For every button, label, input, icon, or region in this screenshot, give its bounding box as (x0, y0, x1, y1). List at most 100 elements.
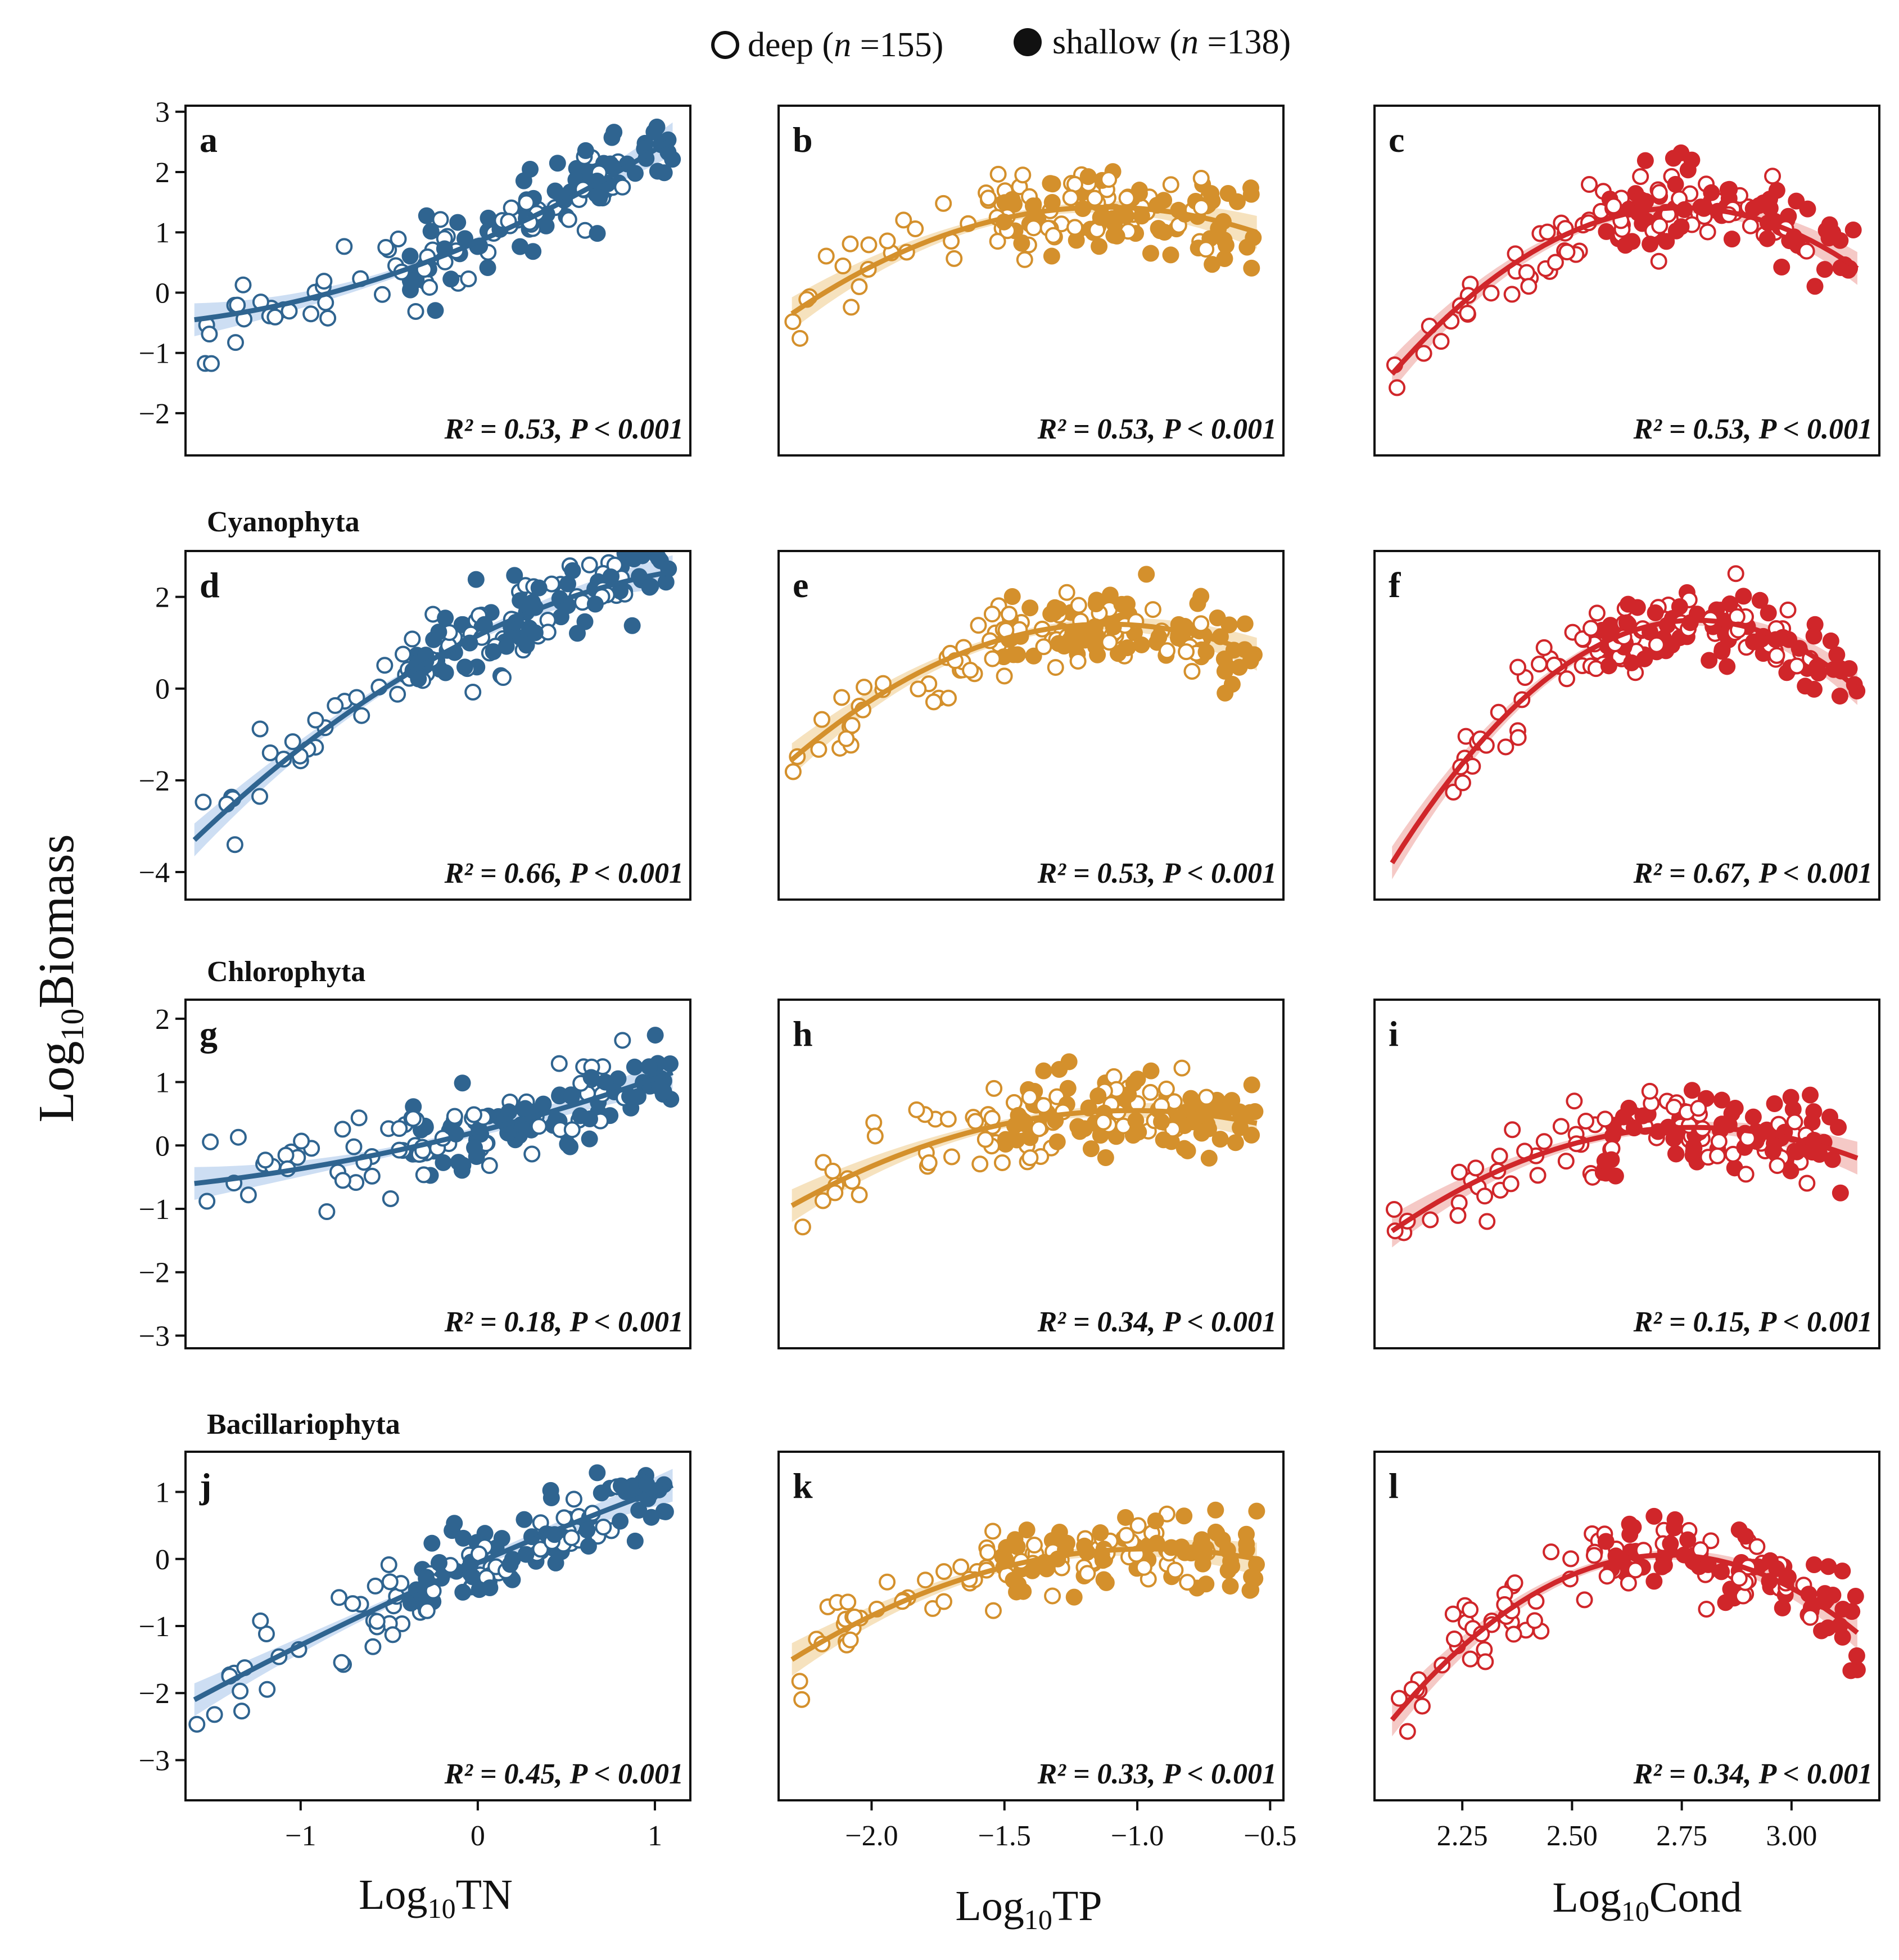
point-shallow (1042, 175, 1059, 192)
point-shallow (655, 1083, 672, 1100)
point-shallow (626, 165, 644, 182)
point-shallow (1805, 627, 1823, 645)
point-shallow (498, 638, 515, 655)
stat-annotation: R² = 0.53, P < 0.001 (444, 413, 684, 445)
point-shallow (1656, 1556, 1673, 1574)
y-tick-label: 1 (155, 1477, 170, 1509)
point-deep (1454, 774, 1471, 792)
point-deep (1543, 1543, 1560, 1561)
point-shallow (1087, 595, 1105, 612)
panel-d: −4 −2 0 2 d R² = 0.66, P < 0.001 (139, 550, 691, 901)
x-tick-label: 2.75 (1656, 1820, 1707, 1852)
point-deep (465, 1106, 482, 1123)
point-shallow (1834, 1628, 1851, 1646)
point-deep (1558, 243, 1576, 261)
point-shallow (1642, 236, 1659, 253)
point-shallow (518, 636, 535, 654)
point-shallow (1672, 218, 1690, 236)
stat-annotation: R² = 0.53, P < 0.001 (1037, 857, 1277, 889)
point-shallow (1828, 646, 1846, 663)
point-deep (793, 1691, 811, 1708)
point-shallow (1092, 209, 1109, 226)
point-deep (1173, 1059, 1191, 1077)
point-deep (1444, 1605, 1462, 1623)
point-deep (206, 1706, 223, 1723)
plot-area (194, 118, 681, 372)
point-shallow (661, 1055, 679, 1073)
point-shallow (1723, 231, 1740, 248)
point-shallow (501, 1556, 519, 1573)
point-shallow (1089, 1087, 1107, 1105)
point-shallow (577, 142, 594, 159)
point-shallow (1106, 215, 1123, 233)
scatter-points (188, 1464, 674, 1733)
y-tick-label: 0 (155, 1130, 170, 1162)
y-tick-label: −1 (139, 338, 170, 370)
point-shallow (1665, 150, 1682, 167)
point-shallow (589, 225, 606, 242)
point-deep (1021, 1089, 1038, 1106)
point-deep (784, 763, 802, 780)
point-deep (1641, 1082, 1658, 1100)
point-deep (481, 1157, 498, 1175)
point-shallow (423, 1534, 441, 1552)
point-shallow (422, 223, 440, 240)
point-deep (1142, 1083, 1159, 1101)
point-shallow (1138, 566, 1155, 583)
point-shallow (1232, 1119, 1249, 1136)
point-deep (925, 693, 942, 711)
y-tick-label: −3 (139, 1745, 170, 1777)
y-tick-label: −4 (139, 857, 170, 889)
point-deep (1399, 1723, 1416, 1740)
point-deep (1581, 176, 1598, 193)
plot-frame (1373, 550, 1880, 901)
scatter-points (791, 1501, 1265, 1708)
point-shallow (1175, 1140, 1193, 1157)
point-shallow (1744, 1108, 1762, 1126)
point-deep (432, 211, 449, 228)
point-shallow (1003, 588, 1021, 605)
point-shallow (1231, 1103, 1249, 1121)
panel-f: f R² = 0.67, P < 0.001 (1373, 550, 1880, 901)
x-tick-label: 2.50 (1547, 1820, 1598, 1852)
y-tick-label: −2 (139, 398, 170, 430)
point-shallow (1816, 261, 1833, 278)
panel-b: b R² = 0.53, P < 0.001 (777, 105, 1285, 457)
y-tick-label: 2 (155, 157, 170, 189)
point-shallow (1600, 657, 1617, 675)
point-deep (791, 1673, 808, 1690)
panel-letter: d (200, 565, 220, 605)
point-deep (560, 211, 577, 228)
point-deep (1070, 597, 1087, 614)
point-deep (1101, 634, 1118, 651)
point-deep (1786, 1113, 1803, 1131)
point-deep (532, 1541, 549, 1558)
stat-annotation: R² = 0.66, P < 0.001 (444, 857, 684, 889)
point-shallow (1671, 598, 1688, 615)
point-shallow (1217, 237, 1235, 254)
fit-line (1390, 617, 1859, 865)
point-deep (920, 1154, 938, 1172)
point-deep (1045, 227, 1062, 244)
point-shallow (576, 613, 594, 630)
point-shallow (1147, 1512, 1164, 1529)
point-deep (1062, 189, 1079, 206)
point-deep (1769, 1157, 1786, 1175)
point-shallow (1726, 1099, 1744, 1117)
point-deep (415, 1166, 432, 1184)
point-shallow (1119, 639, 1136, 657)
scatter-points (1385, 1082, 1849, 1241)
fit-line (194, 1070, 673, 1186)
point-shallow (1207, 1523, 1224, 1541)
point-shallow (467, 571, 485, 588)
point-shallow (1065, 1588, 1083, 1606)
point-deep (984, 650, 1001, 667)
point-deep (202, 1133, 219, 1150)
y-tick-label: 0 (155, 674, 170, 706)
point-deep (1506, 1574, 1523, 1592)
point-deep (842, 1631, 859, 1649)
point-deep (993, 1154, 1011, 1171)
point-deep (550, 1055, 568, 1072)
point-deep (345, 1138, 363, 1155)
point-shallow (1013, 234, 1030, 252)
